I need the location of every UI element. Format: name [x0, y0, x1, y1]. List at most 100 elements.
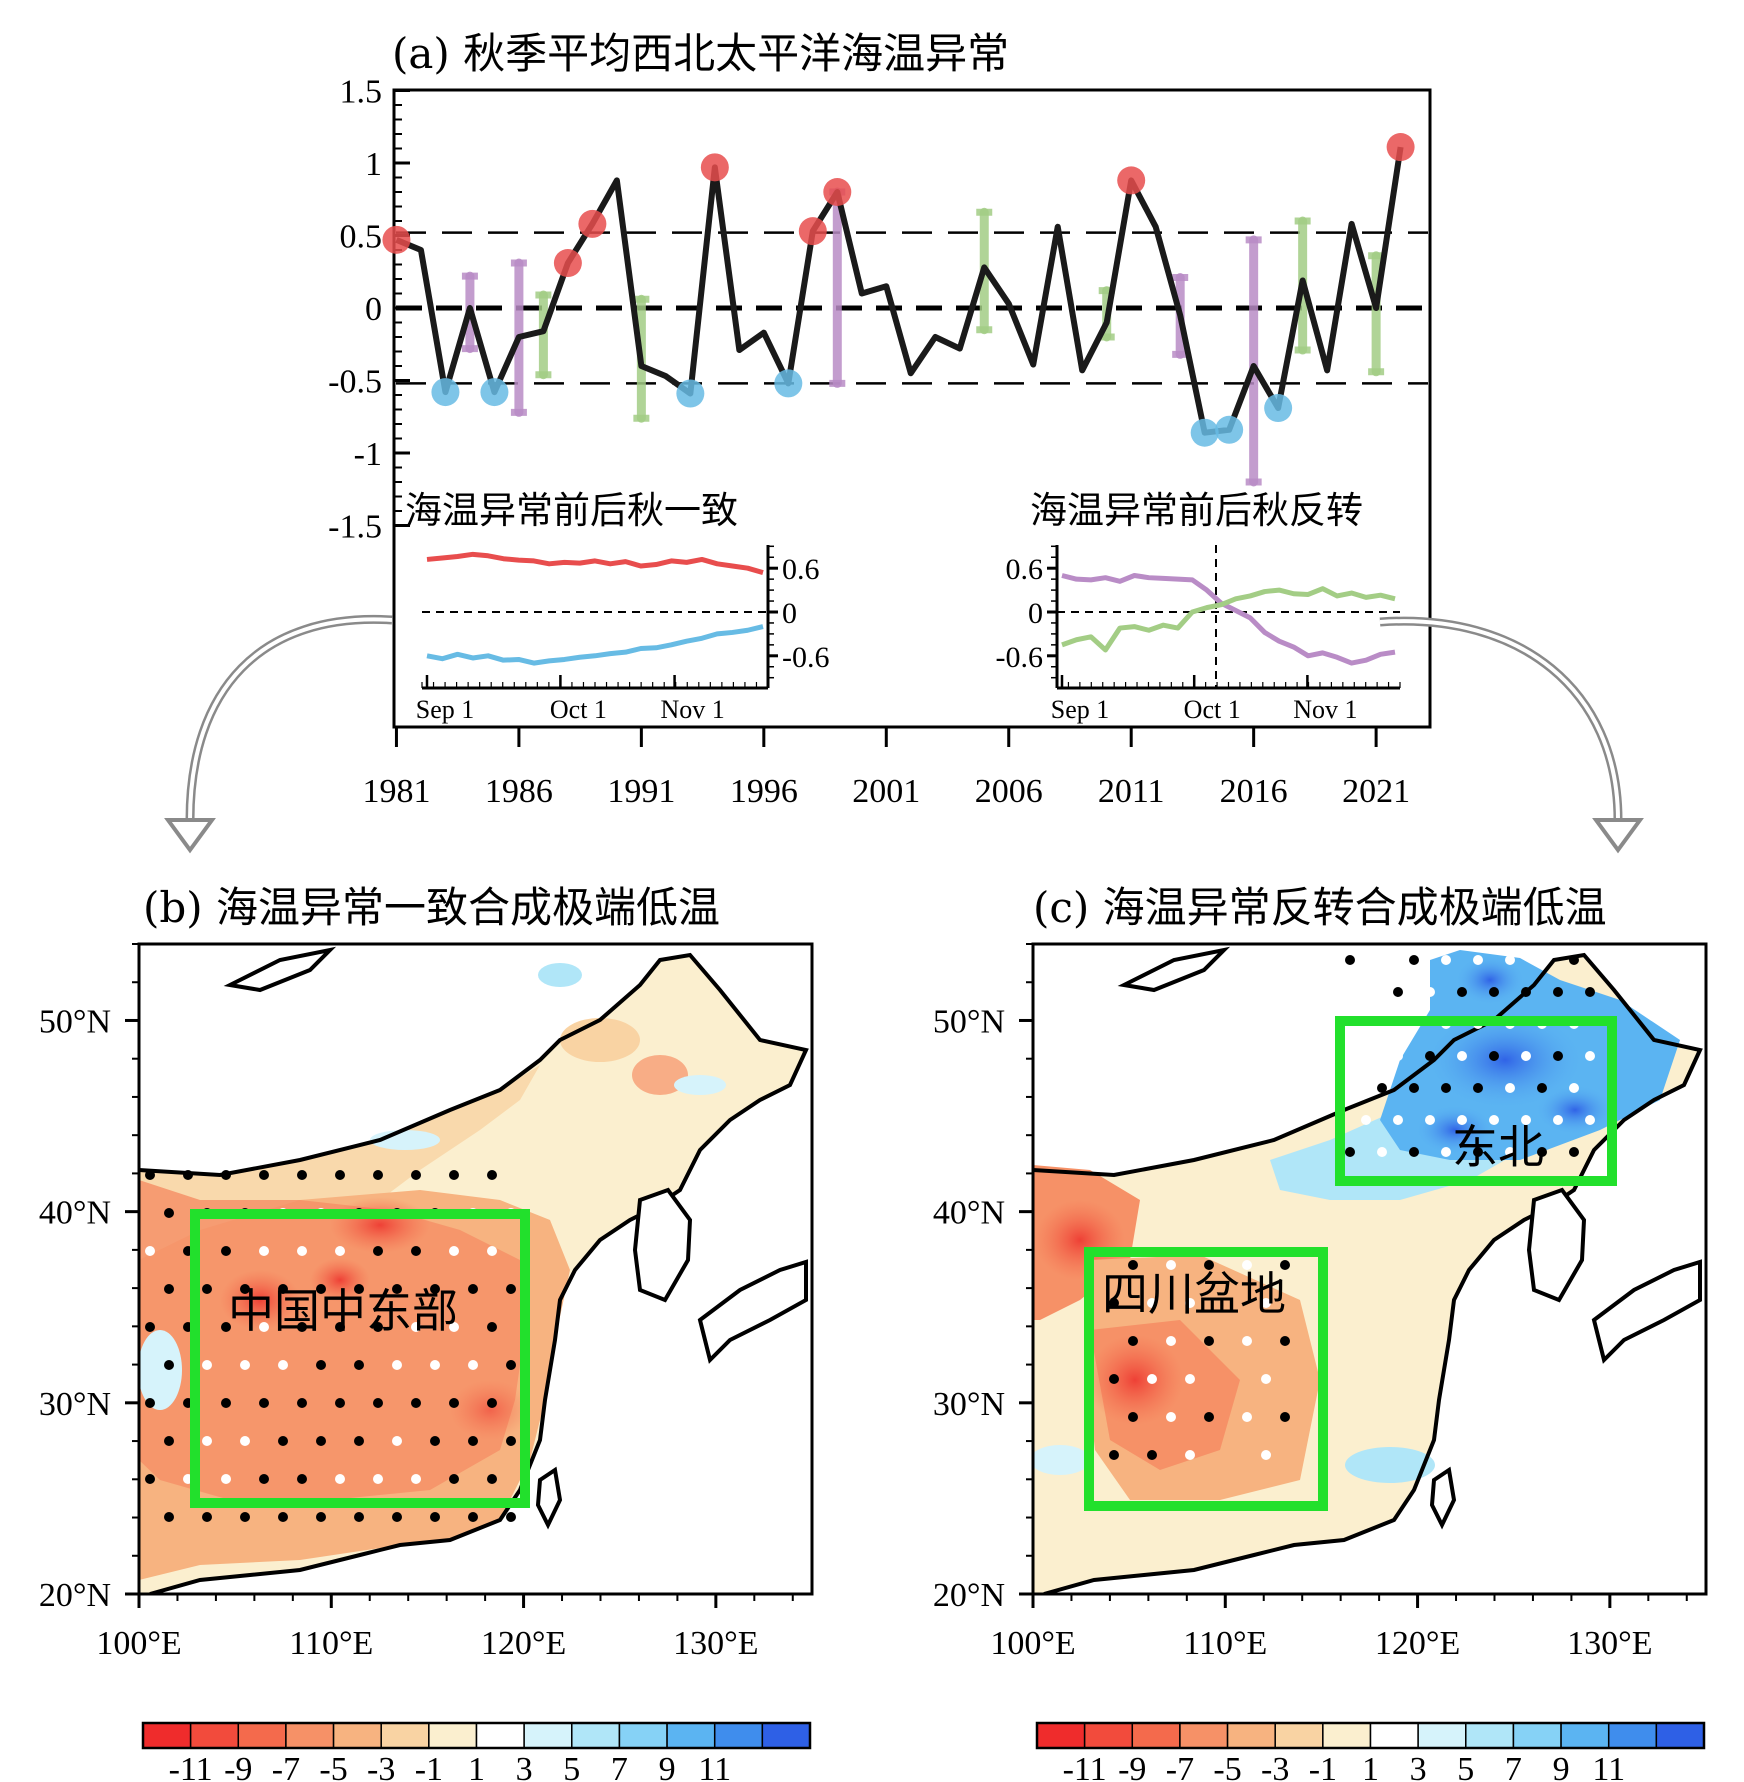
panel-b-coastline	[139, 952, 809, 1594]
significance-dot	[1521, 987, 1531, 997]
significance-dot	[240, 1360, 250, 1370]
significance-dot	[183, 1170, 193, 1180]
significance-dot	[1204, 1336, 1214, 1346]
warm-marker	[798, 217, 827, 246]
significance-dot	[1261, 1298, 1271, 1308]
inset-reversal-title: 海温异常前后秋反转	[1030, 489, 1363, 532]
inset-series-cold	[426, 624, 764, 666]
significance-dot	[1128, 1260, 1138, 1270]
colorbar-label: 11	[698, 1751, 731, 1782]
significance-dot	[1185, 1374, 1195, 1384]
significance-dot	[468, 1360, 478, 1370]
significance-dot	[1489, 987, 1499, 997]
panel-b-frame	[137, 942, 814, 1596]
arrows	[164, 614, 1644, 854]
colorbar-label: 5	[563, 1751, 580, 1782]
significance-dot	[468, 1284, 478, 1294]
significance-dot	[411, 1170, 421, 1180]
significance-dot	[430, 1284, 440, 1294]
significance-dot	[1441, 1147, 1451, 1157]
panel-c-coastline	[1033, 952, 1703, 1594]
panel-a-markers	[382, 133, 1415, 447]
significance-dot	[145, 1170, 155, 1180]
colorbar-cell	[142, 1722, 192, 1749]
inset-x-tick-label: Nov 1	[1293, 695, 1357, 724]
significance-dot	[1425, 1051, 1435, 1061]
map-x-tick-label: 130°E	[1567, 1625, 1652, 1662]
significance-dot	[392, 1284, 402, 1294]
colorbar-label: -3	[367, 1751, 395, 1782]
colorbar-cell	[1179, 1722, 1229, 1749]
significance-dot	[335, 1474, 345, 1484]
colorbar-cell	[1417, 1722, 1467, 1749]
colorbar-label: 7	[1505, 1751, 1522, 1782]
significance-dot	[1457, 1051, 1467, 1061]
map-y-tick-label: 20°N	[39, 1577, 111, 1614]
inset-y-tick-label: 0.6	[782, 553, 820, 586]
cold-marker	[774, 369, 803, 398]
significance-dot	[278, 1284, 288, 1294]
warm-marker	[578, 209, 607, 238]
inset-series-warm	[426, 551, 764, 575]
colorbar-cell	[1465, 1722, 1515, 1749]
significance-dot	[164, 1284, 174, 1294]
significance-dot	[259, 1322, 269, 1332]
significance-dot	[335, 1170, 345, 1180]
panel-c-frame	[1031, 942, 1708, 1596]
significance-dot	[506, 1284, 516, 1294]
y-tick-label: 0.5	[340, 219, 383, 256]
significance-dot	[1204, 1412, 1214, 1422]
significance-dot	[1377, 955, 1387, 965]
colorbar-label: -11	[1063, 1751, 1107, 1782]
map-y-tick-label: 30°N	[933, 1386, 1005, 1423]
colorbar-cell	[428, 1722, 478, 1749]
x-tick-label: 2021	[1342, 773, 1410, 810]
significance-dot	[1361, 1051, 1371, 1061]
colorbar-cell	[285, 1722, 335, 1749]
significance-dot	[278, 1360, 288, 1370]
significance-dot	[1345, 1083, 1355, 1093]
significance-dot	[1166, 1260, 1176, 1270]
colorbar-label: 5	[1457, 1751, 1474, 1782]
significance-dot	[1553, 987, 1563, 997]
colorbar-cell	[1322, 1722, 1372, 1749]
significance-dot	[487, 1170, 497, 1180]
warm-marker	[1386, 133, 1415, 162]
significance-dot	[202, 1360, 212, 1370]
significance-dot	[1489, 1051, 1499, 1061]
colorbar-cell	[1369, 1722, 1419, 1749]
significance-dot	[164, 1360, 174, 1370]
significance-dot	[1553, 1051, 1563, 1061]
arrow-left-head	[164, 818, 216, 854]
significance-dot	[1393, 1051, 1403, 1061]
significance-dot	[297, 1170, 307, 1180]
significance-dot	[1585, 987, 1595, 997]
panel-a-range-bars	[461, 187, 1385, 487]
colorbar-label: 1	[468, 1751, 485, 1782]
colorbar-label: 1	[1362, 1751, 1379, 1782]
x-tick-label: 2001	[852, 773, 920, 810]
significance-dot	[1409, 955, 1419, 965]
cold-marker	[1264, 394, 1293, 423]
significance-dot	[1361, 987, 1371, 997]
significance-dot	[354, 1360, 364, 1370]
significance-dot	[145, 1322, 155, 1332]
significance-dot	[221, 1170, 231, 1180]
significance-dot	[1166, 1412, 1176, 1422]
colorbar-frame	[141, 1721, 812, 1750]
colorbar-frame	[1035, 1721, 1706, 1750]
significance-dot	[1204, 1260, 1214, 1270]
inset-consistent-title: 海温异常前后秋一致	[405, 489, 738, 532]
y-tick-label: 1	[365, 146, 382, 183]
map-y-tick-label: 50°N	[933, 1003, 1005, 1040]
colorbar-label: -9	[1118, 1751, 1146, 1782]
significance-dot	[1505, 955, 1515, 965]
significance-dot	[449, 1246, 459, 1256]
panel-b-map: 中国中东部	[139, 944, 812, 1594]
significance-dot	[1147, 1374, 1157, 1384]
x-tick-label: 2016	[1220, 773, 1288, 810]
colorbar-cell	[1607, 1722, 1658, 1749]
colorbar-label: 9	[659, 1751, 676, 1782]
panel-c-korea	[1526, 1187, 1587, 1303]
